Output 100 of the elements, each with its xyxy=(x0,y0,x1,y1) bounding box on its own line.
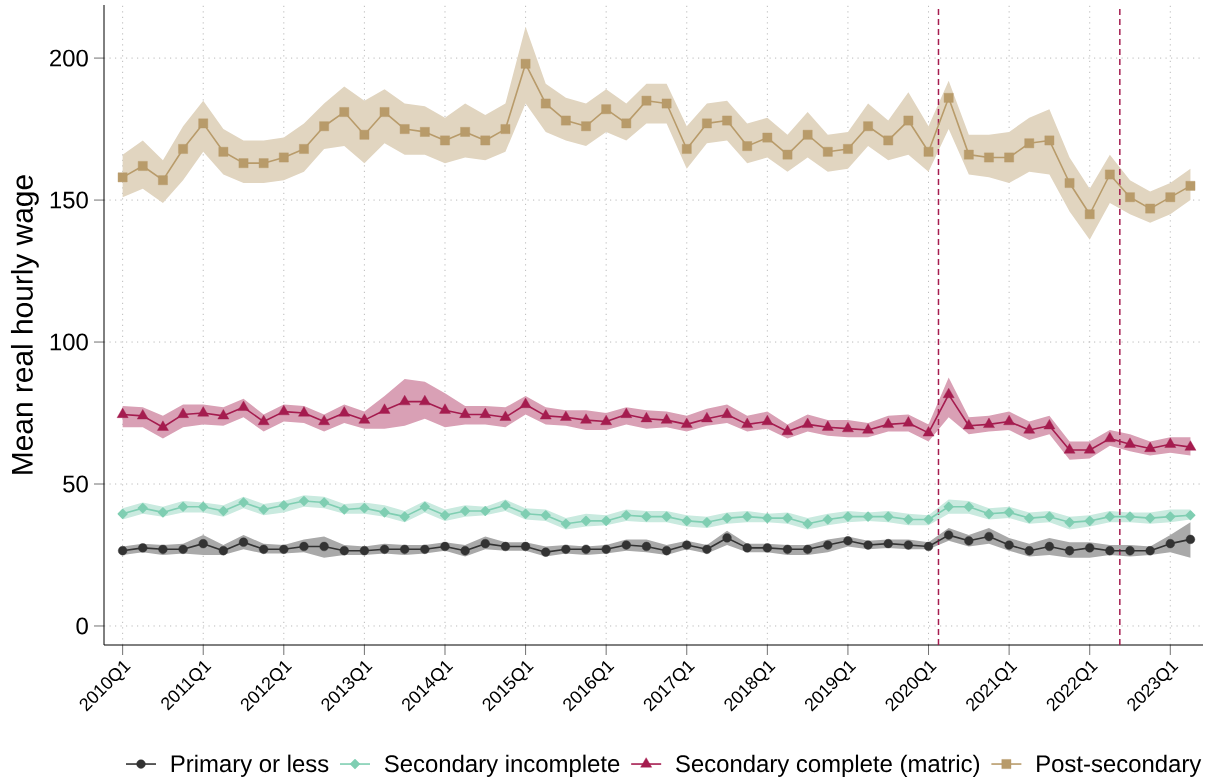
point xyxy=(580,413,592,424)
point xyxy=(338,406,350,417)
point xyxy=(1064,546,1075,556)
point xyxy=(420,127,430,137)
point xyxy=(963,501,974,512)
point xyxy=(1164,437,1177,448)
point xyxy=(299,144,309,154)
point xyxy=(1184,440,1197,451)
point xyxy=(440,135,450,146)
point xyxy=(500,500,511,511)
point xyxy=(278,405,290,415)
point xyxy=(319,497,330,508)
y-tick-label: 100 xyxy=(50,333,88,351)
point xyxy=(399,511,410,522)
point xyxy=(258,504,269,515)
point xyxy=(520,508,531,519)
point xyxy=(682,540,692,550)
point xyxy=(1063,443,1076,454)
point xyxy=(883,511,894,522)
point xyxy=(1044,511,1055,522)
point xyxy=(118,546,128,556)
point xyxy=(238,497,249,508)
point xyxy=(298,496,309,507)
y-axis-title: Mean real hourly wage xyxy=(10,175,39,474)
point xyxy=(279,152,289,163)
point xyxy=(1084,209,1095,220)
point xyxy=(398,395,411,406)
point xyxy=(923,514,934,525)
point xyxy=(762,543,772,553)
point xyxy=(439,403,451,414)
point xyxy=(742,141,752,151)
point xyxy=(480,505,491,517)
point xyxy=(520,541,531,552)
point xyxy=(923,146,934,157)
point xyxy=(177,407,189,418)
point xyxy=(116,407,129,418)
point xyxy=(1044,541,1055,552)
point xyxy=(298,406,310,417)
legend-label: Secondary incomplete xyxy=(384,754,620,777)
point xyxy=(479,407,492,418)
point xyxy=(117,508,128,519)
point xyxy=(299,541,309,552)
point xyxy=(823,540,833,550)
point xyxy=(137,503,148,514)
point xyxy=(440,541,450,552)
point xyxy=(198,501,209,512)
point xyxy=(942,387,955,398)
point xyxy=(742,511,753,522)
point xyxy=(581,544,591,554)
point xyxy=(379,544,390,554)
point xyxy=(782,149,793,160)
point xyxy=(803,544,813,554)
point xyxy=(903,540,913,550)
point xyxy=(1004,152,1014,163)
point xyxy=(1024,138,1035,149)
point xyxy=(662,546,672,556)
point xyxy=(722,115,732,126)
point xyxy=(1104,511,1115,522)
y-tick-label: 150 xyxy=(50,191,88,209)
point xyxy=(178,144,188,154)
point xyxy=(1185,510,1196,521)
point xyxy=(640,412,653,423)
point xyxy=(561,115,571,126)
point xyxy=(842,511,853,522)
point xyxy=(1105,546,1115,556)
point xyxy=(1064,517,1075,528)
point xyxy=(137,409,149,420)
point xyxy=(158,544,168,554)
point xyxy=(762,513,773,524)
point xyxy=(1003,414,1015,425)
point xyxy=(439,510,451,521)
point xyxy=(943,93,954,103)
point xyxy=(600,414,612,425)
point xyxy=(258,158,269,168)
point xyxy=(339,504,350,515)
point xyxy=(822,146,833,157)
point xyxy=(480,135,491,146)
point xyxy=(319,121,329,132)
point xyxy=(903,514,914,525)
point xyxy=(1165,192,1176,203)
point xyxy=(420,544,430,554)
point xyxy=(641,95,652,106)
point xyxy=(863,540,873,550)
point xyxy=(400,544,410,554)
point xyxy=(1024,513,1035,524)
point xyxy=(964,149,974,160)
point xyxy=(238,537,249,547)
point xyxy=(460,505,471,517)
point xyxy=(560,518,571,529)
point xyxy=(580,515,592,526)
point xyxy=(218,146,229,157)
point xyxy=(620,407,633,418)
point xyxy=(1064,178,1075,188)
point xyxy=(419,501,430,512)
point xyxy=(1083,443,1096,454)
point xyxy=(681,144,692,154)
point xyxy=(158,175,168,185)
point xyxy=(318,414,330,425)
point xyxy=(843,144,853,154)
point xyxy=(358,413,371,424)
